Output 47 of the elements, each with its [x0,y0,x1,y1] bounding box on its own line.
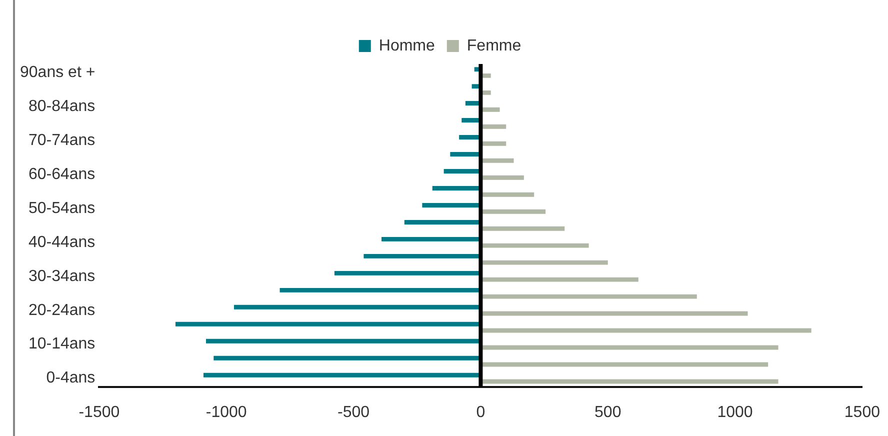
y-tick-label: 90ans et + [20,64,96,81]
y-tick-label: 0-4ans [46,370,96,387]
bar [480,158,514,163]
x-tick-label: 1000 [717,404,753,421]
bar [480,311,748,316]
bar [364,254,481,258]
bar [444,169,481,174]
bar [450,152,481,156]
bar [422,202,481,208]
bar [334,270,481,276]
bar [175,322,481,326]
x-tick-label: 1500 [844,404,880,421]
y-tick-label: 60-64ans [28,166,96,183]
y-tick-label: 80-84ans [28,98,96,115]
x-tick-label: -1000 [206,404,247,421]
x-tick-label: 0 [476,404,486,421]
bar [480,294,697,299]
bar [280,288,481,292]
bar [480,243,589,248]
legend-label: Homme [378,37,435,54]
bar [480,226,565,231]
x-tick-label: -500 [338,404,370,421]
bar [459,135,481,140]
bar [480,260,608,265]
bar [206,338,481,344]
y-tick-label: 30-34ans [28,268,96,285]
bar [480,124,506,129]
y-tick-label: 70-74ans [28,132,96,149]
bar [214,356,481,360]
bar [480,209,546,214]
bar [480,192,534,197]
bar [404,220,481,224]
y-tick-label: 50-54ans [28,200,96,217]
y-tick-label: 10-14ans [28,336,96,353]
bar [480,175,524,180]
bar [480,328,812,333]
y-tick-label: 40-44ans [28,234,96,251]
x-tick-label: 500 [594,404,622,421]
bar [432,186,481,190]
bar [203,372,481,378]
x-tick-label: -1500 [78,404,120,421]
y-tick-label: 20-24ans [28,302,96,319]
bar [234,304,481,310]
legend-label: Femme [466,37,522,54]
bar [480,141,506,146]
bar [480,277,638,282]
bar [381,236,481,242]
